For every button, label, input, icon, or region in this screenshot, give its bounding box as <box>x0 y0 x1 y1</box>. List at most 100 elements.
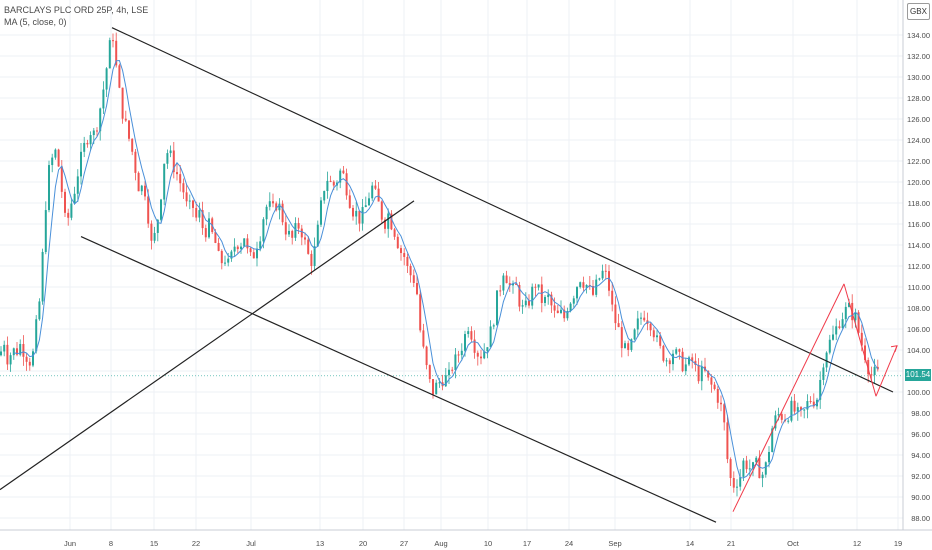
candle-body <box>217 242 220 251</box>
candle-body <box>633 329 636 340</box>
candle-body <box>310 253 313 266</box>
candle-body <box>169 150 172 154</box>
upper-downtrend-line <box>111 27 894 393</box>
candle-body <box>780 414 783 420</box>
moving-average-line <box>13 59 879 479</box>
candle-body <box>432 379 434 395</box>
candle-body <box>710 377 713 385</box>
candle-body <box>720 402 722 405</box>
candle-body <box>656 335 658 338</box>
candle-body <box>819 379 822 400</box>
indicator-label: MA (5, close, 0) <box>4 17 67 27</box>
candle-body <box>60 166 63 192</box>
candle-body <box>726 422 729 460</box>
candle-body <box>118 65 121 88</box>
candle-body <box>499 290 502 292</box>
candle-body <box>828 339 831 353</box>
trendline-drawings[interactable] <box>0 27 898 523</box>
candle-body <box>736 486 738 488</box>
price-tick-label: 108.00 <box>907 304 930 313</box>
price-tick-label: 92.00 <box>911 472 930 481</box>
candle-body <box>3 344 6 352</box>
candle-body <box>112 40 114 42</box>
candle-body <box>528 300 530 306</box>
time-tick-label: 10 <box>484 539 492 548</box>
candle-body <box>716 388 719 403</box>
candle-body <box>342 170 345 174</box>
candle-body <box>108 40 111 69</box>
candle-body <box>707 370 710 378</box>
candle-body <box>92 130 95 136</box>
candle-body <box>230 251 233 259</box>
candle-body <box>496 290 498 326</box>
candle-body <box>115 40 118 66</box>
candle-body <box>307 239 310 254</box>
candle-body <box>643 317 646 321</box>
candle-body <box>355 210 358 217</box>
candle-body <box>259 241 262 249</box>
candle-body <box>598 278 601 280</box>
candle-body <box>348 195 351 208</box>
candle-body <box>841 319 844 329</box>
candle-body <box>179 174 182 184</box>
candle-body <box>409 265 412 276</box>
candle-body <box>281 203 284 223</box>
candle-body <box>550 294 553 306</box>
candles <box>0 32 879 497</box>
candle-body <box>38 301 41 320</box>
candle-body <box>80 151 82 177</box>
candle-body <box>620 327 623 349</box>
ma-path <box>13 59 879 479</box>
time-tick-label: 21 <box>727 539 735 548</box>
candle-body <box>521 305 524 307</box>
candle-body <box>134 151 137 173</box>
candle-body <box>537 284 540 288</box>
candle-body <box>262 219 265 242</box>
candle-body <box>0 351 2 356</box>
candle-body <box>860 332 863 346</box>
candle-body <box>777 414 780 416</box>
candle-body <box>876 366 879 370</box>
candle-body <box>25 356 28 362</box>
candle-body <box>652 330 655 338</box>
candle-body <box>585 284 588 288</box>
candle-body <box>531 286 534 306</box>
candle-body <box>579 282 582 288</box>
time-axis[interactable]: Jun 8 15 22 Jul 13 20 27 Aug 10 17 24 Sep 14 21 Oct 12 19 <box>0 529 932 548</box>
candle-body <box>361 207 364 224</box>
candle-body <box>339 170 342 183</box>
currency-badge[interactable]: GBX <box>907 3 930 20</box>
candle-body <box>611 290 614 305</box>
candle-body <box>812 401 815 407</box>
candle-body <box>694 360 697 365</box>
candle-body <box>870 374 873 376</box>
price-tick-label: 130.00 <box>907 73 930 82</box>
price-tick-label: 94.00 <box>911 451 930 460</box>
candle-body <box>352 207 354 217</box>
rising-support-line <box>0 200 415 491</box>
candle-body <box>384 219 386 229</box>
candle-body <box>665 360 668 362</box>
candle-body <box>278 203 281 211</box>
candle-body <box>476 352 479 357</box>
candle-body <box>160 199 162 220</box>
candle-body <box>329 180 332 182</box>
candle-body <box>86 142 89 145</box>
candle-body <box>460 350 463 356</box>
candle-body <box>761 474 764 479</box>
price-axis[interactable]: 88.0090.0092.0094.0096.0098.00100.00102.… <box>902 0 930 530</box>
candle-body <box>672 353 674 365</box>
candle-body <box>489 326 492 348</box>
candle-body <box>371 185 374 199</box>
candle-body <box>713 384 716 389</box>
candle-body <box>73 193 76 204</box>
price-tick-label: 132.00 <box>907 52 930 61</box>
price-tick-label: 110.00 <box>908 283 930 292</box>
candle-body <box>649 323 652 331</box>
candle-body <box>268 201 271 207</box>
candle-body <box>739 476 742 487</box>
candle-body <box>480 356 482 359</box>
time-tick-label: 8 <box>109 539 113 548</box>
time-tick-label: 20 <box>359 539 367 548</box>
